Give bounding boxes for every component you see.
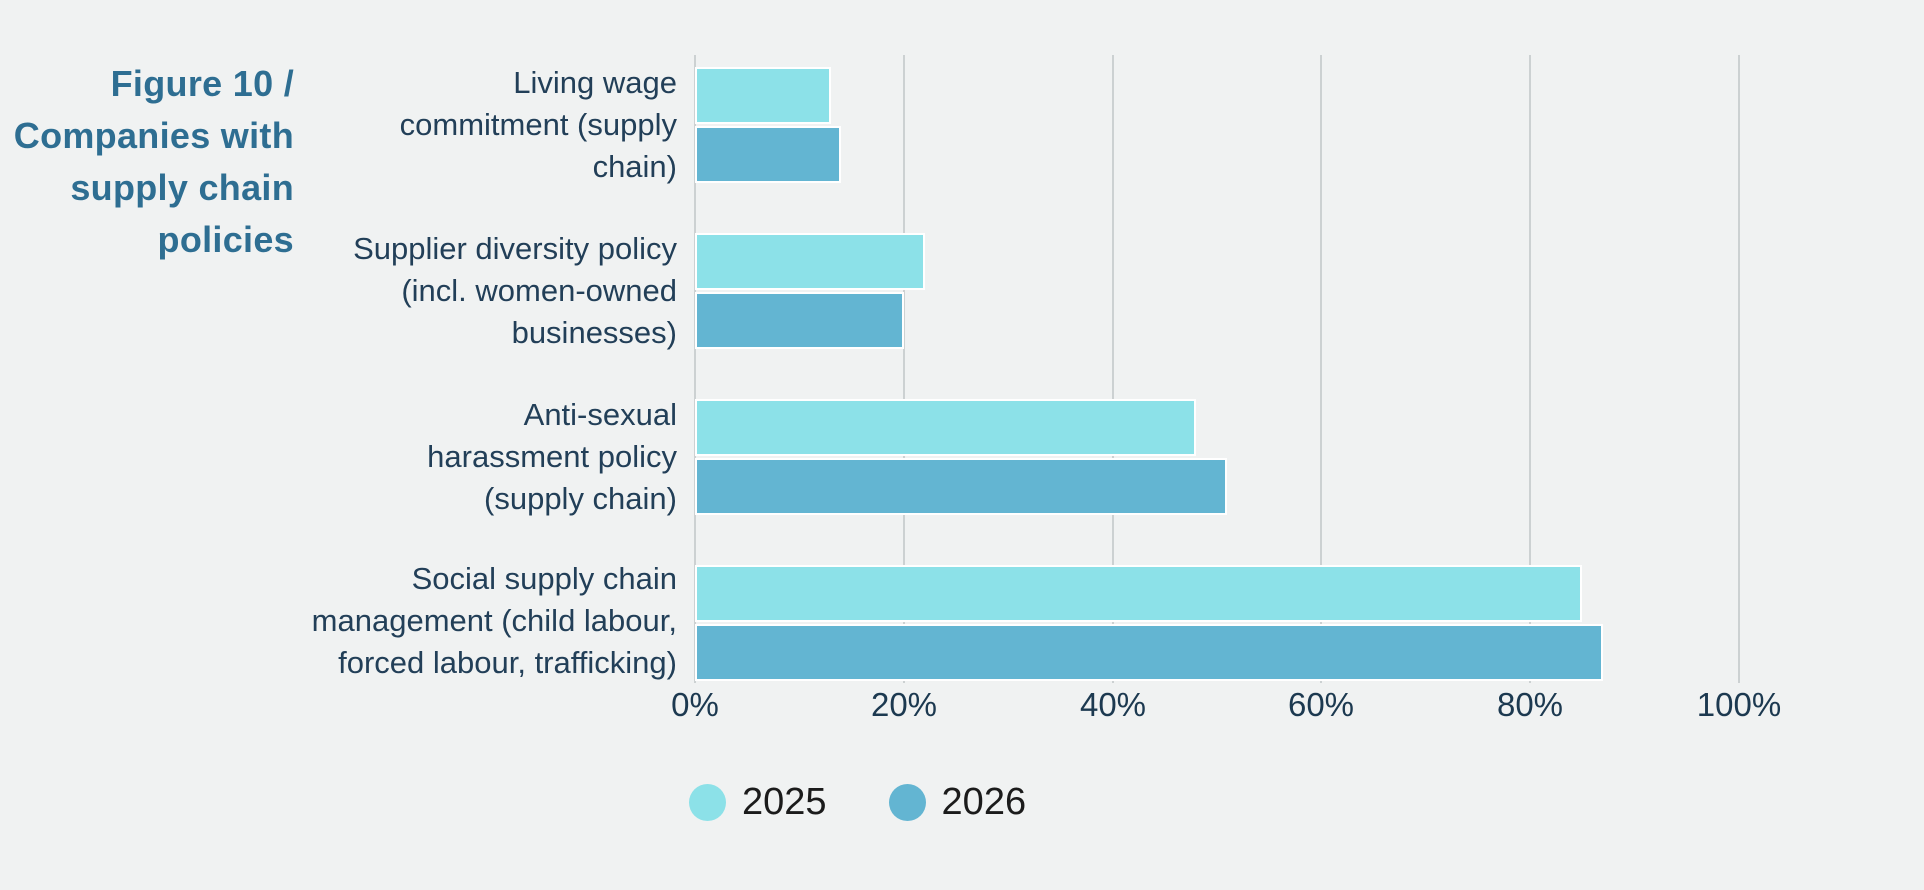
x-tick-60: 60%: [1287, 686, 1355, 723]
legend-swatch-2026-icon: [888, 784, 926, 821]
bar-2026-category-4: [695, 624, 1603, 681]
gridline-0pct: [694, 55, 696, 683]
bar-2025-category-1: [695, 67, 831, 124]
gridline-80pct: [1529, 55, 1531, 683]
legend: 2025 2026: [689, 781, 1026, 824]
category-label-living-wage: Living wage commitment (supply chain): [399, 65, 677, 184]
bar-2026-category-2: [695, 292, 904, 349]
gridline-60pct: [1320, 55, 1322, 683]
category-label-supplier-diversity: Supplier diversity policy (incl. women-o…: [353, 231, 677, 350]
x-tick-40: 40%: [1079, 686, 1147, 723]
legend-label-2025: 2025: [742, 781, 827, 823]
legend-item-2026: 2026: [888, 781, 1027, 824]
bar-2025-category-4: [695, 565, 1582, 622]
legend-item-2025: 2025: [689, 781, 827, 824]
category-label-anti-harassment: Anti-sexual harassment policy (supply ch…: [427, 397, 677, 516]
x-tick-20: 20%: [870, 686, 938, 723]
x-tick-100: 100%: [1696, 686, 1782, 723]
gridline-20pct: [903, 55, 905, 683]
legend-label-2026: 2026: [941, 781, 1027, 823]
bar-2026-category-1: [695, 126, 841, 183]
gridline-100pct: [1738, 55, 1740, 683]
legend-swatch-2025-icon: [689, 784, 726, 821]
figure-title: Figure 10 / Companies with supply chain …: [13, 63, 294, 260]
gridline-40pct: [1112, 55, 1114, 683]
bar-2025-category-3: [695, 399, 1196, 456]
bar-2025-category-2: [695, 233, 925, 290]
x-tick-0: 0%: [671, 686, 719, 723]
category-label-social-management: Social supply chain management (child la…: [311, 561, 677, 680]
bar-2026-category-3: [695, 458, 1227, 515]
x-tick-80: 80%: [1496, 686, 1564, 723]
